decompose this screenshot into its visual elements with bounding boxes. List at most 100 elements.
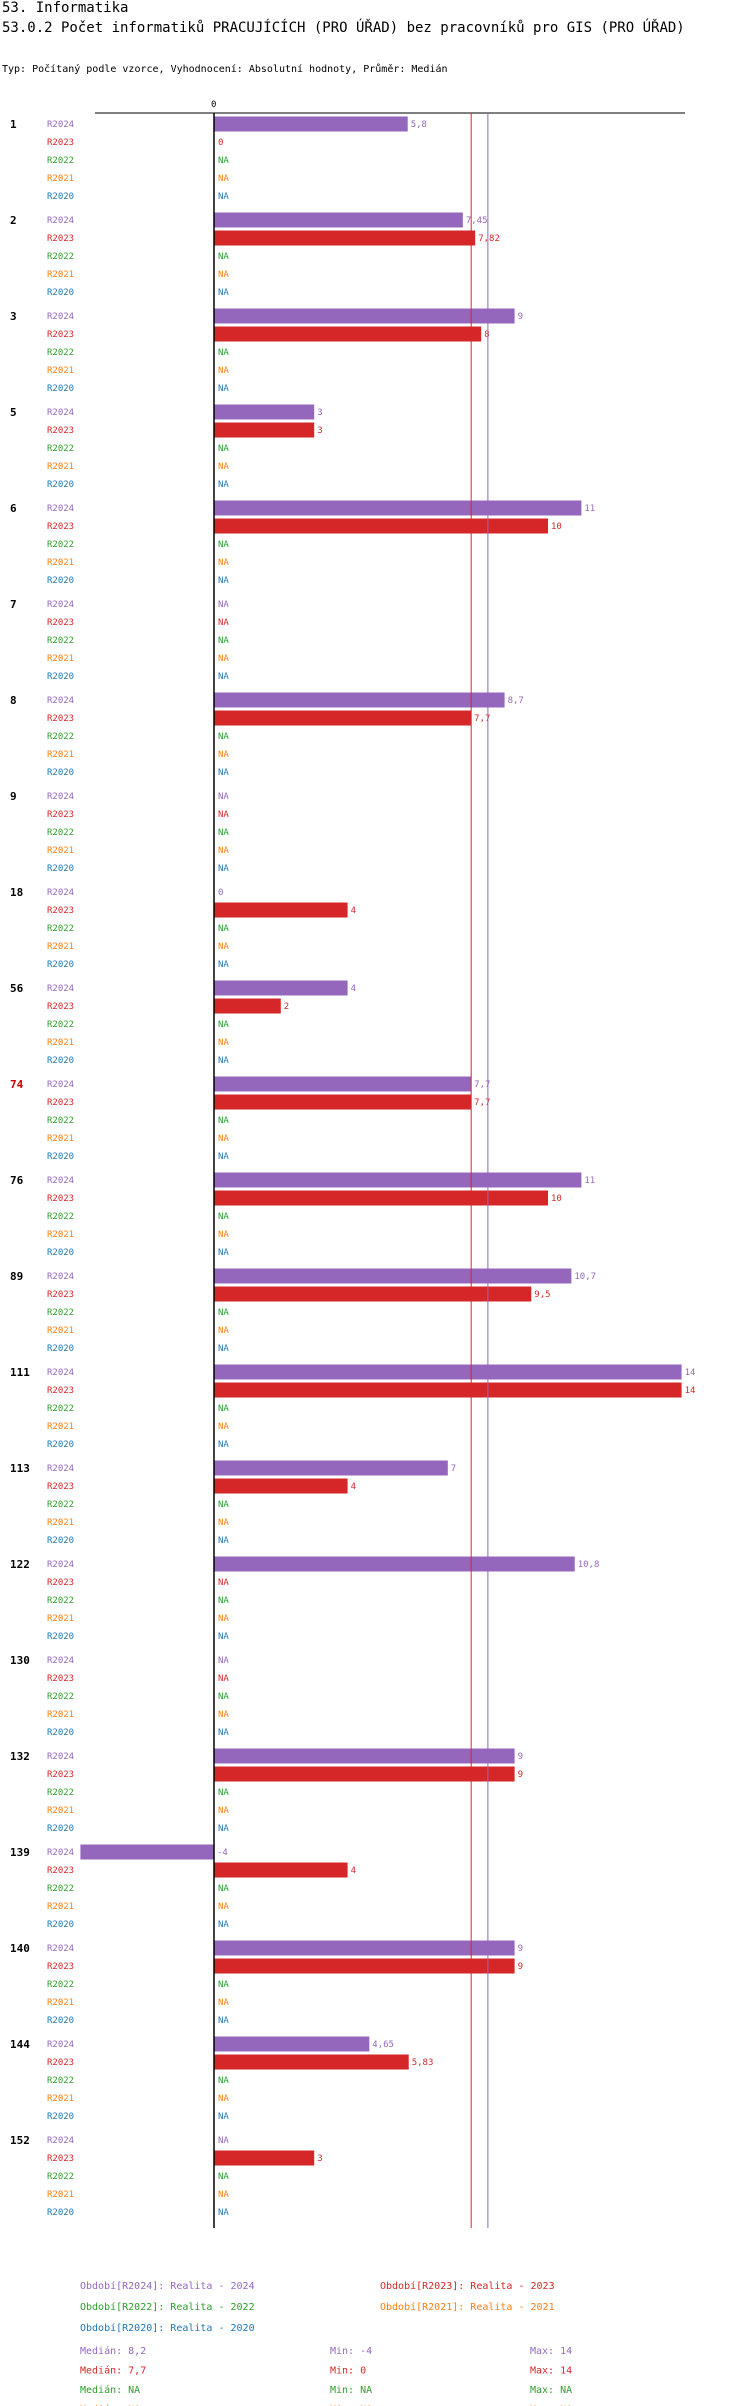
value-label: NA <box>218 444 229 454</box>
series-label: R2024 <box>47 600 74 610</box>
bar-r2023 <box>214 1190 548 1206</box>
group-label: 130 <box>10 1654 30 1667</box>
bar-r2023 <box>214 902 348 918</box>
value-label: NA <box>218 1536 229 1546</box>
value-label: NA <box>218 2136 229 2146</box>
value-label: NA <box>218 462 229 472</box>
value-label: NA <box>218 846 229 856</box>
value-label: NA <box>218 1884 229 1894</box>
value-label: NA <box>218 1632 229 1642</box>
series-label: R2024 <box>47 1752 74 1762</box>
bar-r2023 <box>214 230 476 246</box>
value-label: NA <box>218 1824 229 1834</box>
series-label: R2020 <box>47 2208 74 2218</box>
series-label: R2022 <box>47 2172 74 2182</box>
bar-r2023 <box>214 1958 515 1974</box>
series-label: R2022 <box>47 924 74 934</box>
series-label: R2024 <box>47 216 74 226</box>
series-label: R2023 <box>47 1770 74 1780</box>
series-label: R2020 <box>47 768 74 778</box>
series-label: R2020 <box>47 1920 74 1930</box>
value-label: NA <box>218 864 229 874</box>
group-label: 111 <box>10 1366 30 1379</box>
series-label: R2023 <box>47 906 74 916</box>
series-label: R2023 <box>47 810 74 820</box>
value-label: 9 <box>518 1944 523 1954</box>
bar-r2024 <box>214 1364 682 1380</box>
series-label: R2021 <box>47 1806 74 1816</box>
bar-r2023 <box>214 326 482 342</box>
value-label: 4 <box>351 906 356 916</box>
series-label: R2021 <box>47 1326 74 1336</box>
series-label: R2023 <box>47 1962 74 1972</box>
value-label: NA <box>218 2016 229 2026</box>
series-label: R2023 <box>47 1386 74 1396</box>
series-label: R2021 <box>47 462 74 472</box>
value-label: 10 <box>551 522 562 532</box>
value-label: 14 <box>685 1368 696 1378</box>
bar-r2023 <box>214 2150 315 2166</box>
group-label: 140 <box>10 1942 30 1955</box>
stat-max: Max: 14 <box>530 2346 572 2357</box>
series-label: R2020 <box>47 2112 74 2122</box>
value-label: NA <box>218 1656 229 1666</box>
value-label: 3 <box>317 408 322 418</box>
value-label: NA <box>218 2190 229 2200</box>
value-label: NA <box>218 2172 229 2182</box>
bar-r2024 <box>214 500 582 516</box>
value-label: NA <box>218 810 229 820</box>
value-label: 10,8 <box>578 1560 600 1570</box>
group-label: 3 <box>10 310 17 323</box>
stat-max: Max: NA <box>530 2405 572 2406</box>
chart-subtitle: Typ: Počítaný podle vzorce, Vyhodnocení:… <box>2 64 448 75</box>
bar-r2024 <box>214 1940 515 1956</box>
series-label: R2024 <box>47 1560 74 1570</box>
series-label: R2020 <box>47 288 74 298</box>
section-title: 53. Informatika <box>2 0 129 16</box>
bar-r2023 <box>214 2054 409 2070</box>
bar-r2024 <box>214 1172 582 1188</box>
series-label: R2024 <box>47 312 74 322</box>
bar-r2023 <box>214 1862 348 1878</box>
series-label: R2022 <box>47 540 74 550</box>
value-label: NA <box>218 1710 229 1720</box>
value-label: 4 <box>351 1482 356 1492</box>
value-label: 11 <box>584 504 595 514</box>
series-label: R2021 <box>47 1998 74 2008</box>
chart-title: 53.0.2 Počet informatiků PRACUJÍCÍCH (PR… <box>2 20 685 36</box>
series-label: R2020 <box>47 1632 74 1642</box>
series-label: R2023 <box>47 426 74 436</box>
series-label: R2022 <box>47 1404 74 1414</box>
value-label: NA <box>218 1212 229 1222</box>
series-label: R2024 <box>47 408 74 418</box>
value-label: NA <box>218 252 229 262</box>
value-label: NA <box>218 1998 229 2008</box>
series-label: R2023 <box>47 522 74 532</box>
bar-r2024 <box>80 1844 215 1860</box>
group-label: 113 <box>10 1462 30 1475</box>
bar-r2023 <box>214 1382 682 1398</box>
value-label: NA <box>218 1422 229 1432</box>
value-label: NA <box>218 480 229 490</box>
series-label: R2020 <box>47 192 74 202</box>
value-label: NA <box>218 672 229 682</box>
value-label: NA <box>218 2094 229 2104</box>
value-label: NA <box>218 1578 229 1588</box>
series-label: R2023 <box>47 138 74 148</box>
series-label: R2020 <box>47 2016 74 2026</box>
value-label: 7,7 <box>474 1098 490 1108</box>
series-label: R2022 <box>47 1500 74 1510</box>
value-label: NA <box>218 1404 229 1414</box>
value-label: 7,82 <box>478 234 500 244</box>
value-label: NA <box>218 1344 229 1354</box>
bar-r2024 <box>214 212 463 228</box>
group-label: 139 <box>10 1846 30 1859</box>
value-label: 0 <box>218 138 223 148</box>
value-label: 5,8 <box>411 120 427 130</box>
value-label: NA <box>218 1500 229 1510</box>
series-label: R2023 <box>47 1578 74 1588</box>
value-label: NA <box>218 732 229 742</box>
series-label: R2022 <box>47 1212 74 1222</box>
value-label: -4 <box>217 1848 228 1858</box>
legend-entry-r2020: Období[R2020]: Realita - 2020 <box>80 2322 255 2334</box>
